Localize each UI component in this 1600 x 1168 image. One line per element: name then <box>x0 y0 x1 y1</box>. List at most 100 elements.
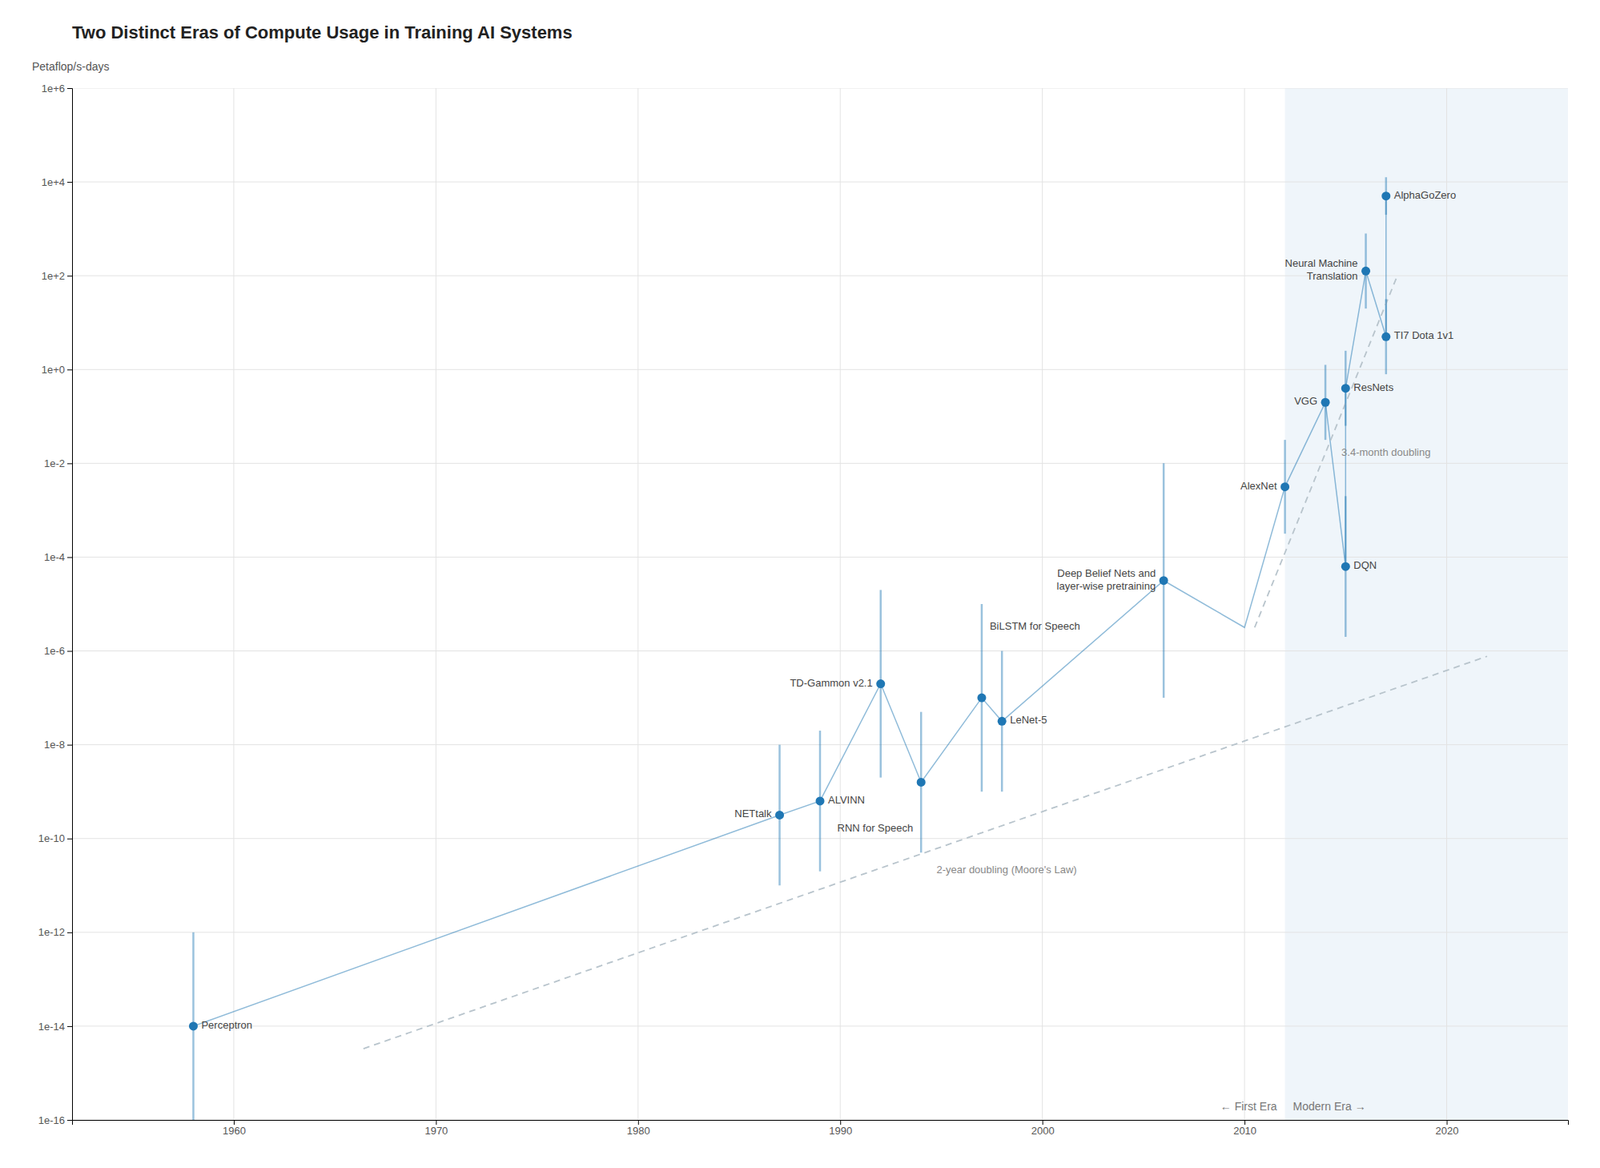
point <box>1321 397 1331 407</box>
x-tick: 2020 <box>1435 1119 1460 1137</box>
y-tick: 1e+0 <box>41 363 73 376</box>
point-label: AlphaGoZero <box>1394 188 1456 202</box>
y-tick: 1e+6 <box>41 82 73 95</box>
x-tick-label: 2020 <box>1435 1124 1460 1137</box>
y-tick: 1e-2 <box>44 457 73 470</box>
point-label: AlexNet <box>1240 479 1278 492</box>
grid-line-y <box>72 650 1568 652</box>
x-tick-mark <box>1244 1119 1246 1125</box>
x-tick-label: 1980 <box>627 1124 651 1137</box>
y-tick-label: 1e-2 <box>44 457 65 470</box>
grid-line-x <box>637 88 639 1120</box>
point-label-line: LeNet-5 <box>1009 714 1047 727</box>
marks <box>72 88 1568 1120</box>
grid-line-y <box>72 462 1568 464</box>
point-label-line: BiLSTM for Speech <box>989 620 1081 633</box>
x-tick-mark <box>1447 1119 1448 1125</box>
point-label: RNN for Speech <box>837 821 914 834</box>
point <box>976 693 986 703</box>
y-axis-title: Petaflop/s-days <box>32 60 110 73</box>
era-label: ← First Era <box>1220 1099 1278 1113</box>
trend-line <box>363 655 1488 1049</box>
plot: Petaflop/s-days Perceptron NETtalk ALVINN TD… <box>32 60 1569 1137</box>
grid-line-x <box>1244 88 1246 1120</box>
x-axis: 1960 1970 1980 1990 2000 2010 2020 <box>72 1119 1569 1137</box>
y-tick: 1e-14 <box>38 1020 73 1033</box>
point-label: Neural MachineTranslation <box>1285 257 1359 283</box>
y-tick-mark <box>67 1025 73 1027</box>
point-label-line: AlphaGoZero <box>1394 188 1456 202</box>
point-label-line: Deep Belief Nets and <box>1057 566 1156 579</box>
point-label: Perceptron <box>201 1018 253 1031</box>
point-label: ALVINN <box>828 793 865 806</box>
lines <box>192 196 1488 1049</box>
connecting-line <box>192 196 1386 1026</box>
point-label: DQN <box>1353 559 1377 572</box>
point-label-line: RNN for Speech <box>837 821 914 834</box>
point-label: NETtalk <box>734 808 772 821</box>
x-tick-label: 1970 <box>424 1124 448 1137</box>
y-tick-label: 1e-12 <box>38 925 65 938</box>
labels: Perceptron NETtalk ALVINN TD-Gammon v2.1 RNN… <box>201 188 1456 1113</box>
point-label: VGG <box>1294 395 1318 408</box>
y-axis: 1e-161e-141e-121e-101e-81e-61e-41e-21e+0… <box>38 82 73 1126</box>
era-shading <box>1285 88 1568 1120</box>
point <box>1280 482 1290 491</box>
y-tick: 1e-4 <box>44 550 73 563</box>
y-tick-mark <box>67 462 73 464</box>
x-tick: 2010 <box>1233 1119 1257 1137</box>
point <box>1341 562 1351 571</box>
y-tick-mark <box>67 838 73 840</box>
point <box>775 810 784 820</box>
x-tick: 1970 <box>424 1119 448 1137</box>
grid-line-y <box>72 181 1568 183</box>
y-tick: 1e-16 <box>38 1113 73 1126</box>
point-label-line: Neural Machine <box>1285 257 1359 270</box>
x-tick-label: 2000 <box>1031 1124 1055 1137</box>
point-label-line: ResNets <box>1353 381 1394 394</box>
point-label: TI7 Dota 1v1 <box>1394 329 1454 342</box>
x-tick-label: 2010 <box>1233 1124 1257 1137</box>
y-tick-mark <box>67 275 73 277</box>
grid-line-x <box>1446 88 1448 1120</box>
x-axis-line <box>72 1120 1569 1126</box>
y-tick-label: 1e-4 <box>44 550 65 563</box>
point-label-line: NETtalk <box>734 808 772 821</box>
title: Two Distinct Eras of Compute Usage in Tr… <box>72 22 573 43</box>
y-tick-label: 1e-8 <box>44 738 65 751</box>
grid-line-y <box>72 931 1568 933</box>
line-label: 3.4-month doubling <box>1341 446 1431 459</box>
y-tick-mark <box>67 181 73 183</box>
point-label-line: Perceptron <box>201 1018 253 1031</box>
point-label-line: DQN <box>1353 559 1377 572</box>
point <box>997 716 1007 726</box>
y-tick-label: 1e+6 <box>41 82 65 95</box>
y-tick-mark <box>67 651 73 652</box>
point-label-line: AlexNet <box>1240 479 1278 492</box>
point <box>188 1021 198 1030</box>
point-label: ResNets <box>1353 381 1394 394</box>
point-label-line: TI7 Dota 1v1 <box>1394 329 1454 342</box>
y-tick: 1e+2 <box>41 269 73 282</box>
point <box>876 679 885 688</box>
y-tick-mark <box>67 88 73 89</box>
point-label-line: TD-Gammon v2.1 <box>789 676 873 689</box>
x-tick: 1980 <box>627 1119 651 1137</box>
grid-line-x <box>435 88 437 1120</box>
x-tick-mark <box>840 1119 841 1125</box>
x-tick: 1990 <box>828 1119 853 1137</box>
y-tick: 1e-10 <box>38 832 73 845</box>
y-tick-label: 1e+2 <box>41 269 65 282</box>
grid <box>72 88 1568 1120</box>
y-axis-line <box>67 88 73 1121</box>
y-tick-mark <box>67 369 73 370</box>
chart: Two Distinct Eras of Compute Usage in Tr… <box>0 0 1600 1168</box>
y-tick-label: 1e-10 <box>38 832 65 845</box>
point-label: TD-Gammon v2.1 <box>789 676 873 689</box>
y-tick-mark <box>67 744 73 746</box>
x-tick: 1960 <box>222 1119 246 1137</box>
grid-line-y <box>72 1119 1568 1121</box>
point-label-line: VGG <box>1294 395 1318 408</box>
point-label-line: ALVINN <box>828 793 865 806</box>
points <box>188 176 1391 1120</box>
